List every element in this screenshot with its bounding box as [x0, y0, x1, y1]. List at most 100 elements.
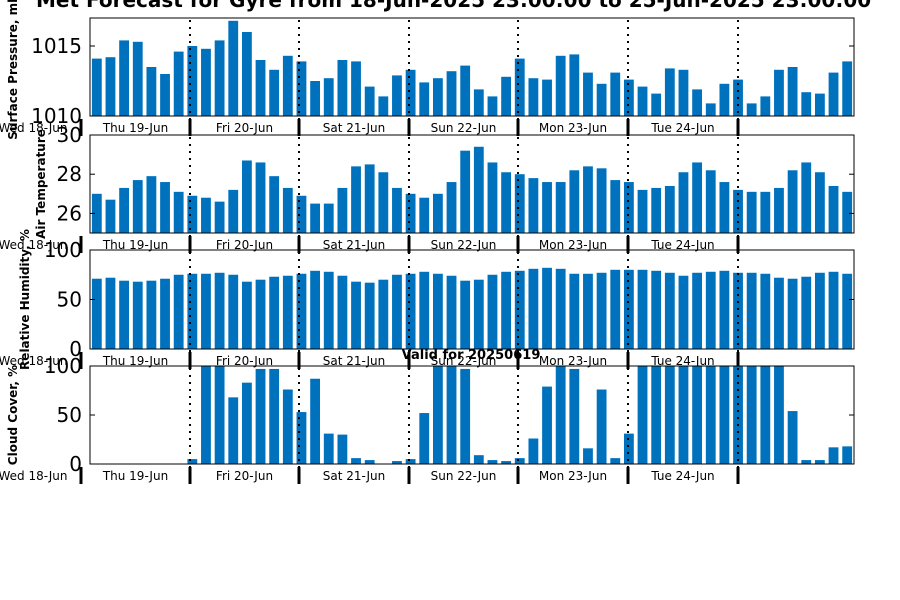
bar [419, 413, 430, 464]
bar [473, 146, 484, 233]
bar [610, 269, 621, 349]
bar [255, 162, 266, 233]
bar [146, 67, 157, 116]
bar [473, 89, 484, 116]
day-label: Fri 20-Jun [216, 121, 273, 135]
bar [842, 61, 853, 116]
bar [542, 182, 552, 233]
bar [814, 460, 825, 464]
bar [296, 61, 307, 116]
bar [692, 366, 703, 464]
bar [787, 411, 798, 464]
bar [105, 277, 116, 349]
bar [664, 272, 675, 349]
bar [323, 271, 334, 349]
bar [201, 273, 211, 349]
bar [323, 433, 334, 464]
day-label: Sun 22-Jun [431, 354, 497, 368]
bar [542, 386, 552, 464]
bar [746, 191, 757, 233]
bar [514, 58, 525, 116]
bar [214, 201, 225, 233]
bar [746, 366, 757, 464]
day-label: Fri 20-Jun [216, 354, 273, 368]
bar [651, 187, 662, 233]
bar [378, 172, 389, 233]
bar [405, 193, 416, 233]
day-label: Fri 20-Jun [216, 469, 273, 483]
bar [801, 162, 812, 233]
bar [501, 76, 512, 116]
bar [91, 193, 102, 233]
y-tick-label: 100 [44, 238, 82, 262]
bar [487, 274, 498, 349]
bar [255, 279, 266, 349]
bar [555, 55, 566, 116]
bar [705, 366, 716, 464]
bar [201, 197, 211, 233]
bar [364, 282, 375, 349]
y-tick-label: 0 [69, 337, 82, 361]
bar [719, 182, 730, 233]
bar [282, 275, 293, 349]
bar [705, 271, 716, 349]
bar [405, 273, 416, 349]
bar [269, 368, 280, 464]
bar [269, 276, 280, 349]
bar [705, 170, 716, 233]
bar [542, 267, 552, 349]
bar [774, 366, 784, 464]
bar [678, 275, 689, 349]
bar [528, 178, 539, 233]
bar [569, 54, 580, 116]
bar [501, 172, 512, 233]
bar [241, 160, 252, 233]
bar [132, 41, 143, 116]
bar [392, 187, 402, 233]
bar [583, 273, 593, 349]
y-tick-label: 28 [57, 162, 82, 186]
bar [678, 366, 689, 464]
bar [392, 274, 402, 349]
y-tick-label: 50 [57, 288, 82, 312]
day-label: Mon 23-Jun [539, 238, 607, 252]
bar [501, 461, 512, 464]
bar [146, 280, 157, 349]
y-tick-label: 50 [57, 403, 82, 427]
bar [419, 197, 430, 233]
bar [446, 275, 457, 349]
bar [132, 180, 143, 233]
bar [528, 438, 539, 464]
bar [337, 187, 348, 233]
bar [828, 72, 839, 116]
bar [760, 191, 771, 233]
bar [637, 86, 648, 116]
bar [651, 270, 662, 349]
panel-title: Valid for 20250619 [402, 348, 541, 363]
bar [282, 55, 293, 116]
day-label: Sun 22-Jun [431, 238, 497, 252]
bar [814, 93, 825, 116]
bar [801, 276, 812, 349]
bar [842, 273, 853, 349]
bar [583, 166, 593, 233]
bar [187, 273, 198, 349]
bar [432, 78, 443, 116]
bar [651, 93, 662, 116]
bar [146, 176, 157, 233]
bar [801, 92, 812, 116]
day-label: Sat 21-Jun [323, 469, 386, 483]
bar [774, 187, 784, 233]
bar [664, 68, 675, 116]
bar [432, 366, 443, 464]
bar [473, 455, 484, 464]
bar [173, 274, 184, 349]
bar [241, 281, 252, 349]
day-label: Sat 21-Jun [323, 121, 386, 135]
bar [351, 166, 361, 233]
bar [678, 69, 689, 116]
bar [719, 270, 730, 349]
bar [774, 277, 784, 349]
bar [119, 280, 130, 349]
